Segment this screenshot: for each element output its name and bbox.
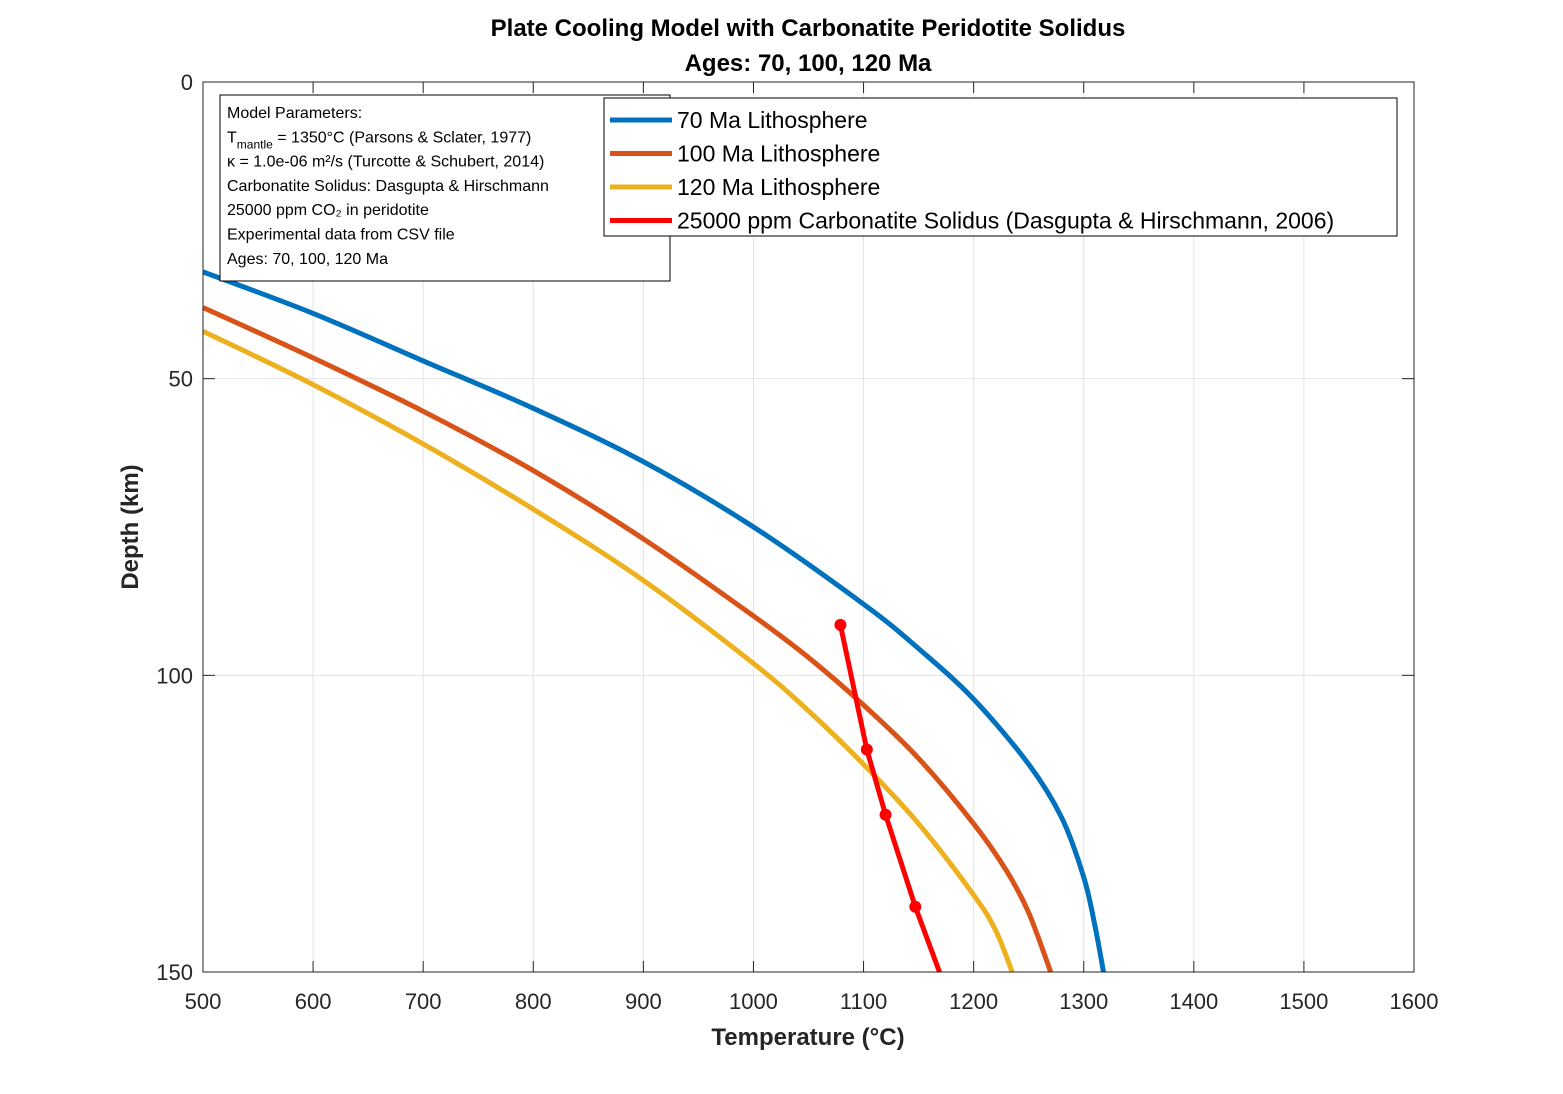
- data-point: [834, 618, 847, 631]
- x-tick-label: 1500: [1279, 989, 1328, 1014]
- x-tick-label: 500: [185, 989, 222, 1014]
- annotation-line: Model Parameters:: [227, 105, 362, 122]
- legend-frame: [603, 97, 1398, 237]
- legend-entry: 120 Ma Lithosphere: [677, 174, 880, 200]
- legend-entry: 25000 ppm Carbonatite Solidus (Dasgupta …: [677, 208, 1334, 234]
- x-tick-label: 600: [295, 989, 332, 1014]
- x-tick-label: 1200: [949, 989, 998, 1014]
- data-point: [909, 900, 922, 913]
- series-line-0: [202, 269, 1106, 973]
- x-tick-label: 1600: [1390, 989, 1439, 1014]
- legend-entry: 100 Ma Lithosphere: [677, 141, 880, 167]
- y-tick-label: 50: [169, 367, 193, 392]
- annotation-line: Ages: 70, 100, 120 Ma: [227, 251, 388, 268]
- data-point: [860, 743, 873, 756]
- chart-title: Plate Cooling Model with Carbonatite Per…: [491, 15, 1126, 42]
- annotation-line: Tmantle = 1350°C (Parsons & Sclater, 197…: [227, 129, 531, 151]
- y-tick-label: 0: [181, 70, 193, 95]
- y-axis-label: Depth (km): [117, 464, 144, 589]
- series-line-2: [201, 328, 1015, 973]
- annotation-line: 25000 ppm CO₂ in peridotite: [227, 202, 429, 219]
- legend: 70 Ma Lithosphere 100 Ma Lithosphere 120 M…: [603, 97, 1398, 237]
- y-tick-label: 150: [156, 960, 193, 985]
- x-tick-label: 1000: [729, 989, 778, 1014]
- x-axis-label: Temperature (°C): [711, 1024, 904, 1051]
- y-tick-label: 100: [156, 663, 193, 688]
- annotation-frame: [219, 94, 671, 282]
- series-line-1: [201, 305, 1054, 973]
- chart-subtitle: Ages: 70, 100, 120 Ma: [685, 50, 932, 77]
- ticks: 500 600 700 800 900 1000 1100 1200 1300 1400 1500 1…: [156, 70, 1438, 1014]
- series-layer: [201, 269, 1106, 973]
- annotation-line: Carbonatite Solidus: Dasgupta & Hirschma…: [227, 178, 549, 195]
- x-tick-label: 700: [405, 989, 442, 1014]
- legend-entry: 70 Ma Lithosphere: [677, 107, 868, 133]
- x-tick-label: 900: [625, 989, 662, 1014]
- annotation-line: κ = 1.0e-06 m²/s (Turcotte & Schubert, 2…: [227, 154, 544, 171]
- annotation-line: Experimental data from CSV file: [227, 227, 455, 244]
- x-tick-label: 1400: [1169, 989, 1218, 1014]
- x-tick-label: 1300: [1059, 989, 1108, 1014]
- x-tick-label: 1100: [840, 989, 887, 1014]
- plot-frame: [202, 81, 1415, 973]
- model-parameters-box: Model Parameters: Tmantle = 1350°C (Parso…: [219, 94, 671, 282]
- data-point: [879, 808, 892, 821]
- x-tick-label: 800: [515, 989, 552, 1014]
